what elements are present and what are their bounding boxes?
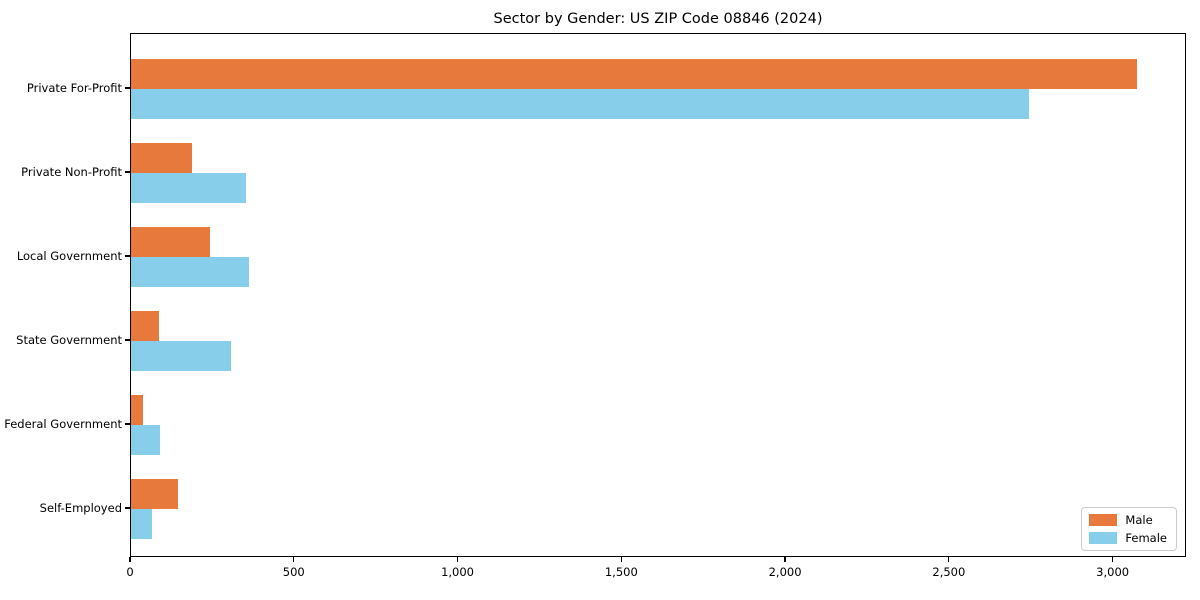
bar-male: [131, 479, 178, 509]
legend-swatch-female: [1089, 532, 1118, 544]
y-axis-category-label: State Government: [16, 333, 122, 347]
y-axis-category-label: Private For-Profit: [26, 81, 122, 95]
y-tick-mark: [125, 171, 130, 173]
y-axis-category-label: Self-Employed: [39, 501, 122, 515]
x-tick-mark: [620, 557, 622, 562]
legend-item: Female: [1089, 531, 1167, 545]
legend: Male Female: [1081, 507, 1177, 551]
bar-male: [131, 227, 210, 257]
bar-female: [131, 173, 246, 203]
bar-male: [131, 311, 159, 341]
y-axis-category-label: Local Government: [16, 249, 122, 263]
x-tick-mark: [1112, 557, 1114, 562]
bar-female: [131, 257, 249, 287]
x-tick-mark: [293, 557, 295, 562]
x-axis-tick-label: 2,500: [932, 565, 966, 579]
bar-male: [131, 395, 144, 425]
y-tick-mark: [125, 87, 130, 89]
bar-male: [131, 59, 1137, 89]
x-axis-tick-label: 500: [282, 565, 305, 579]
legend-swatch-male: [1089, 514, 1118, 526]
x-axis-tick-label: 3,000: [1096, 565, 1130, 579]
bar-female: [131, 341, 231, 371]
x-tick-mark: [129, 557, 131, 562]
y-tick-mark: [125, 423, 130, 425]
x-tick-mark: [784, 557, 786, 562]
legend-label: Male: [1125, 513, 1153, 527]
x-axis-tick-label: 0: [126, 565, 134, 579]
x-axis-tick-label: 1,500: [604, 565, 638, 579]
y-tick-mark: [125, 339, 130, 341]
x-axis-tick-label: 1,000: [441, 565, 474, 579]
legend-label: Female: [1125, 531, 1167, 545]
bar-female: [131, 509, 152, 539]
y-axis-category-label: Private Non-Profit: [21, 165, 122, 179]
bar-female: [131, 89, 1029, 119]
legend-item: Male: [1089, 513, 1167, 527]
x-tick-mark: [948, 557, 950, 562]
x-tick-mark: [456, 557, 459, 562]
y-tick-mark: [125, 507, 130, 509]
bar-male: [131, 143, 192, 173]
bar-female: [131, 425, 160, 455]
chart-title: Sector by Gender: US ZIP Code 08846 (202…: [493, 11, 823, 27]
y-axis-category-label: Federal Government: [4, 417, 122, 431]
x-axis-tick-label: 2,000: [768, 565, 802, 579]
y-tick-mark: [125, 255, 130, 257]
plot-area: Male Female: [130, 33, 1186, 557]
